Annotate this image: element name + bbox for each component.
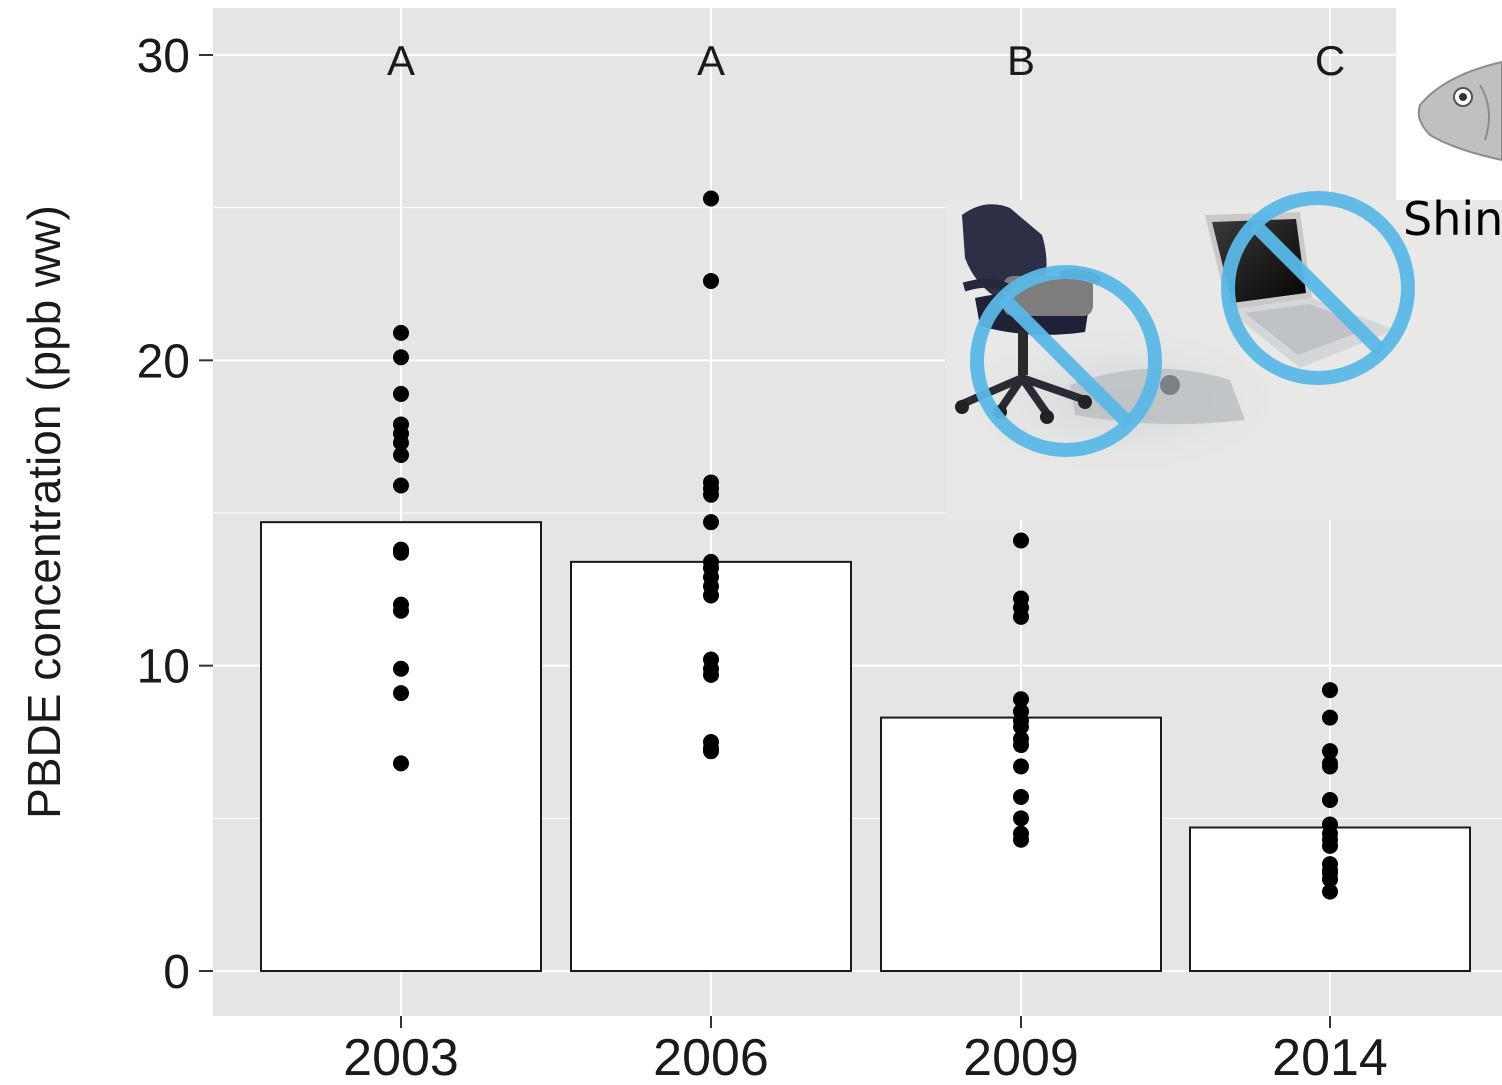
group-letter: A: [387, 37, 415, 84]
bar-2006: [570, 560, 852, 972]
x-tick-label: 2014: [1272, 1029, 1388, 1085]
x-tick-label: 2003: [343, 1029, 459, 1085]
data-point: [393, 660, 409, 677]
points-group: [393, 190, 1338, 900]
group-letter: B: [1007, 37, 1035, 84]
data-point: [703, 666, 719, 683]
data-point: [393, 755, 409, 772]
bar-2003: [260, 521, 542, 972]
data-point: [393, 434, 409, 451]
x-tick-label: 2009: [963, 1029, 1079, 1085]
data-point: [703, 486, 719, 503]
data-point: [1322, 743, 1338, 760]
x-tick-label: 2006: [653, 1029, 769, 1085]
data-point: [703, 514, 719, 531]
data-point: [1013, 758, 1029, 775]
y-tick-label: 10: [137, 641, 190, 694]
y-tick-label: 30: [137, 30, 190, 83]
data-point: [393, 602, 409, 619]
data-point: [393, 544, 409, 561]
fish-icon: [1417, 60, 1502, 162]
data-point: [1013, 810, 1029, 827]
data-point: [1013, 691, 1029, 708]
data-point: [1322, 883, 1338, 900]
prohibited-sign-icon: [970, 265, 1162, 457]
data-point: [703, 587, 719, 604]
data-point: [1322, 682, 1338, 699]
data-point: [703, 272, 719, 289]
data-point: [393, 349, 409, 366]
data-point: [1322, 709, 1338, 726]
data-point: [393, 385, 409, 402]
data-point: [393, 685, 409, 702]
data-point: [1322, 837, 1338, 854]
group-letter: A: [697, 37, 725, 84]
data-point: [1013, 718, 1029, 735]
data-point: [1013, 532, 1029, 549]
y-axis-title: PBDE concentration (ppb ww): [18, 205, 70, 819]
data-point: [1322, 792, 1338, 809]
data-point: [1322, 758, 1338, 775]
data-point: [1322, 871, 1338, 888]
data-point: [1013, 608, 1029, 625]
data-point: [703, 743, 719, 760]
data-point: [703, 190, 719, 207]
data-point: [1013, 831, 1029, 848]
data-point: [393, 477, 409, 494]
data-point: [1013, 788, 1029, 805]
y-axis: 0 10 20 30: [137, 30, 213, 999]
product-images: Shin: [945, 60, 1502, 520]
x-axis: 2003 2006 2009 2014: [343, 1016, 1388, 1085]
prohibited-sign-icon: [1221, 191, 1415, 385]
data-point: [393, 446, 409, 463]
y-tick-label: 20: [137, 335, 190, 388]
data-point: [393, 324, 409, 341]
data-point: [1013, 737, 1029, 754]
caption-text: Shin: [1403, 192, 1502, 246]
y-tick-label: 0: [163, 946, 190, 999]
group-letter: C: [1315, 37, 1345, 84]
